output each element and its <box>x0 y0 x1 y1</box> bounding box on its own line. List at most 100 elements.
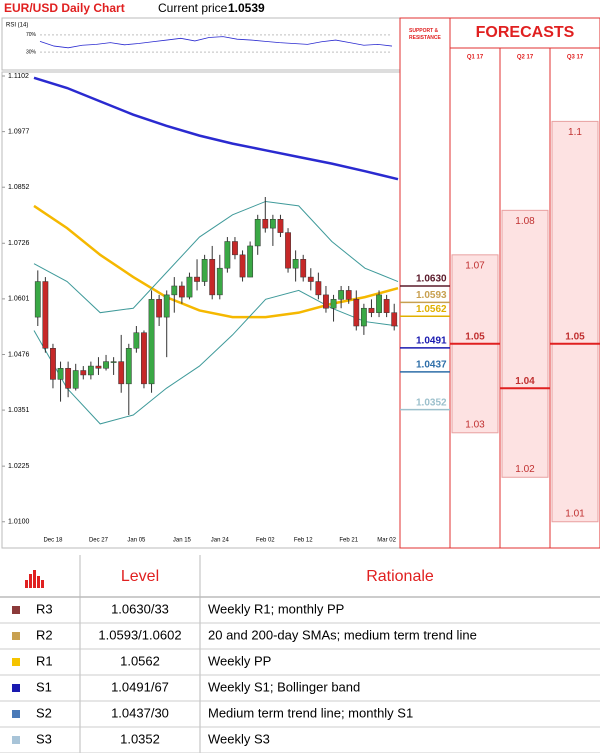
candle-body <box>95 365 102 369</box>
candle-body <box>323 294 329 309</box>
x-tick-label: Feb 12 <box>294 538 313 544</box>
rsi-tick-label: 70% <box>26 32 37 38</box>
rsi-title: RSI (14) <box>6 23 28 29</box>
row-level: 1.0593/1.0602 <box>98 627 181 642</box>
candle-body <box>133 332 140 349</box>
row-rationale: Weekly S3 <box>208 731 270 746</box>
chart-title: EUR/USD Daily Chart <box>4 1 125 15</box>
row-level: 1.0437/30 <box>111 705 169 720</box>
table-header: Rationale <box>366 568 434 585</box>
candle-body <box>383 299 390 313</box>
candle-body <box>87 365 94 376</box>
table: Level Rationale <box>0 555 600 753</box>
candle-body <box>368 307 375 313</box>
candle-body <box>360 307 367 327</box>
y-tick-label: 1.0726 <box>8 240 30 247</box>
candle-body <box>232 241 238 256</box>
candle-body <box>65 368 72 389</box>
row-swatch <box>12 606 20 614</box>
forecast-range <box>551 120 599 523</box>
forecast-mid-label: 1.05 <box>465 331 485 342</box>
row-rationale: Weekly PP <box>208 653 271 668</box>
candle-body <box>72 370 79 389</box>
row-label: S2 <box>36 705 52 720</box>
overlay-line <box>33 76 399 181</box>
sr-label: 1.0593 <box>416 290 447 301</box>
candle-body <box>285 232 291 269</box>
overlay-line <box>33 204 399 319</box>
forecast-range <box>501 209 549 478</box>
candle-body <box>269 218 276 229</box>
row-level: 1.0352 <box>120 731 160 746</box>
candle-body <box>292 259 299 269</box>
candle-body <box>201 259 208 282</box>
candle-body <box>42 281 49 349</box>
row-level: 1.0562 <box>120 653 160 668</box>
row-label: R2 <box>36 627 53 642</box>
x-tick-label: Jan 05 <box>127 538 146 544</box>
forecast-low: 1.02 <box>515 464 535 475</box>
candle-body <box>376 294 382 313</box>
row-swatch <box>12 684 20 692</box>
candle-body <box>300 259 307 278</box>
forecast-high: 1.07 <box>465 260 485 271</box>
candle-body <box>34 281 41 318</box>
candle-body <box>141 332 147 385</box>
x-tick-label: Mar 02 <box>377 538 396 544</box>
candle-body <box>254 218 261 247</box>
candle-body <box>209 259 216 296</box>
candle-body <box>163 294 170 318</box>
overlay-line <box>33 289 399 425</box>
forecast-low: 1.01 <box>565 508 585 519</box>
row-label: R1 <box>36 653 53 668</box>
row-level: 1.0491/67 <box>111 679 169 694</box>
y-tick-label: 1.0476 <box>8 351 30 358</box>
row-label: R3 <box>36 601 53 616</box>
candle-body <box>315 281 322 296</box>
row-label: S1 <box>36 679 52 694</box>
y-tick-label: 1.0852 <box>8 184 30 191</box>
candle-body <box>103 361 109 369</box>
sr-label: 1.0491 <box>416 335 447 346</box>
candle-body <box>186 276 193 298</box>
row-swatch <box>12 632 20 640</box>
candle-body <box>262 218 269 229</box>
y-tick-label: 1.1102 <box>8 73 29 80</box>
forecast-high: 1.08 <box>515 216 535 227</box>
candle-body <box>277 218 284 233</box>
candle-body <box>224 241 231 269</box>
candle-body <box>330 299 337 309</box>
candle-body <box>307 276 314 282</box>
x-tick-label: Feb 02 <box>256 538 275 544</box>
sr-label: 1.0352 <box>416 397 447 408</box>
forecast-low: 1.03 <box>465 419 485 430</box>
candle-body <box>57 368 64 380</box>
candle-body <box>148 299 155 385</box>
candle-body <box>156 299 163 318</box>
sr-title: SUPPORT & RESISTANCE <box>409 28 441 41</box>
forecast-period: Q2 17 <box>517 55 534 61</box>
candle-body <box>345 290 352 300</box>
candle-body <box>178 285 185 298</box>
x-tick-label: Dec 18 <box>43 538 63 544</box>
row-rationale: Weekly R1; monthly PP <box>208 601 344 616</box>
candle-body <box>338 290 345 300</box>
candle-body <box>391 312 398 327</box>
candle-body <box>194 276 200 282</box>
row-rationale: 20 and 200-day SMAs; medium term trend l… <box>208 627 477 642</box>
candle-body <box>216 267 223 296</box>
y-tick-label: 1.0225 <box>8 463 30 470</box>
rsi-line <box>39 36 393 49</box>
price-label: Current price <box>158 1 228 15</box>
rsi-panel <box>1 17 401 71</box>
candle-body <box>247 245 254 278</box>
row-rationale: Medium term trend line; monthly S1 <box>208 705 413 720</box>
sr-label: 1.0562 <box>416 304 447 315</box>
overlay-line <box>33 200 399 314</box>
candle-body <box>110 361 117 363</box>
row-label: S3 <box>36 731 52 746</box>
row-rationale: Weekly S1; Bollinger band <box>208 679 360 694</box>
sr-label: 1.0630 <box>416 274 447 285</box>
sr-label: 1.0437 <box>416 359 447 370</box>
candle-body <box>50 348 56 380</box>
